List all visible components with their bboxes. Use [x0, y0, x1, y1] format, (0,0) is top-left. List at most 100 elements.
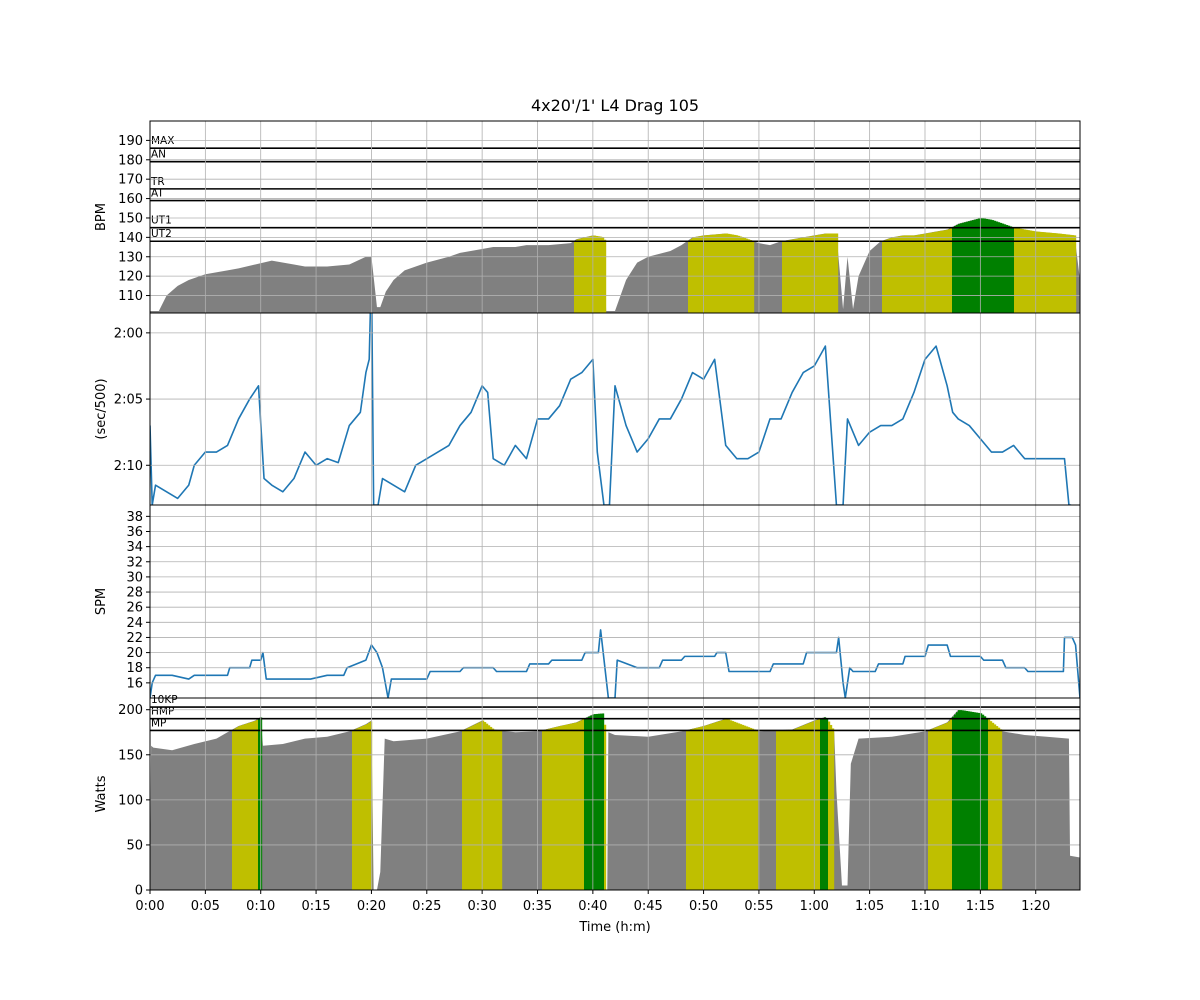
hr-zone-bar — [986, 218, 989, 313]
hr-zone-bar — [1070, 234, 1073, 313]
hr-zone-bar — [930, 232, 933, 313]
power-frame — [149, 697, 1081, 891]
power-zone-bar — [718, 721, 721, 890]
power-zone-bar — [990, 721, 993, 890]
power-zone-bar — [582, 719, 585, 890]
hr-zone-bar — [1014, 227, 1017, 313]
x-tick-label: 0:45 — [634, 899, 663, 914]
hr-zone-bar — [730, 234, 733, 313]
power-zone-bar — [492, 728, 495, 890]
spm-y-axis-label: SPM — [94, 588, 109, 615]
hr-zone-bar — [738, 235, 741, 313]
power-zone-bar — [986, 717, 989, 890]
power-zone-bar — [586, 717, 589, 890]
power-zone-bar — [932, 728, 935, 890]
hr-zone-bar — [902, 235, 905, 313]
hr-zone-bar — [692, 237, 695, 313]
power-zone-bar — [564, 724, 567, 890]
hr-zone-bar — [1032, 230, 1035, 313]
power-zone-bar — [366, 724, 369, 890]
power-zone-bar — [998, 727, 1001, 890]
x-tick-label: 1:05 — [855, 899, 884, 914]
x-tick-label: 0:50 — [689, 899, 718, 914]
power-zone-bar — [500, 730, 503, 890]
hr-zone-bar — [944, 230, 947, 313]
hr-ytick-label: 160 — [118, 192, 143, 207]
hr-ytick-label: 170 — [118, 173, 143, 188]
hr-zone-bar — [806, 236, 809, 313]
hr-zone-bar — [906, 235, 909, 313]
hr-zone-bar — [948, 229, 951, 313]
hr-zone-bar — [600, 236, 603, 313]
power-zone-bar — [474, 724, 477, 890]
power-zone-bar — [722, 719, 725, 890]
pace-ytick-label: 2:05 — [114, 393, 143, 408]
power-zone-bar — [748, 727, 751, 890]
power-zone-bar — [572, 723, 575, 890]
hr-zone-bar — [978, 218, 981, 313]
power-zone-bar — [810, 722, 813, 890]
power-zone-bar — [542, 730, 545, 890]
power-zone-bar — [692, 728, 695, 890]
power-zone-bar — [256, 720, 259, 890]
power-zone-bar — [830, 724, 833, 890]
hr-zone-bar — [1020, 228, 1023, 313]
hr-zone-bar — [918, 234, 921, 313]
hr-zone-bar — [784, 240, 787, 313]
hr-zone-bar — [968, 221, 971, 313]
hr-zone-bar — [802, 237, 805, 313]
power-zone-bar — [822, 718, 825, 890]
hr-zone-bar — [926, 233, 929, 313]
x-tick-label: 0:40 — [578, 899, 607, 914]
hr-zone-bar — [826, 233, 829, 313]
spm-ytick-label: 24 — [126, 616, 143, 631]
power-zone-bar — [776, 730, 779, 890]
power-zone-bar — [996, 726, 999, 890]
power-zone-bar — [254, 720, 257, 890]
hr-zone-bar — [598, 236, 601, 313]
power-zone-bar — [498, 730, 501, 890]
hr-zone-bar — [1040, 231, 1043, 313]
power-zone-bar — [462, 730, 465, 890]
power-zone-bar — [756, 730, 759, 890]
spm-plot-area — [150, 629, 1080, 698]
hr-zone-bar — [1052, 232, 1055, 313]
hr-zone-bar — [946, 229, 949, 313]
x-tick-label: 1:20 — [1021, 899, 1050, 914]
pace-ytick-label: 2:00 — [114, 326, 143, 341]
hr-zone-bar — [816, 235, 819, 313]
hr-zone-bar — [834, 233, 837, 313]
hr-zone-bar — [1006, 225, 1009, 313]
pace-y-axis-label: (sec/500) — [94, 378, 109, 439]
x-tick-label: 0:05 — [191, 899, 220, 914]
power-zone-bar — [252, 721, 255, 890]
power-zone-bar — [948, 721, 951, 890]
hr-zone-bar — [966, 221, 969, 313]
hr-zone-bar — [1002, 223, 1005, 313]
hr-zone-bar — [782, 241, 785, 313]
power-zone-bar — [354, 729, 357, 890]
hr-zone-bar — [954, 226, 957, 313]
hr-zone-bar — [996, 221, 999, 313]
hr-zone-bar — [904, 235, 907, 313]
hr-zone-bar — [1072, 235, 1075, 313]
hr-zone-bar — [594, 235, 597, 313]
pace-plot-area — [150, 313, 1072, 505]
power-zone-bar — [240, 725, 243, 890]
hr-zone-bar — [1060, 233, 1063, 313]
power-zone-bar — [258, 718, 261, 890]
hr-zone-bar — [1010, 226, 1013, 313]
spm-ytick-label: 32 — [126, 555, 143, 570]
hr-zone-bar — [1064, 234, 1067, 313]
power-zone-bar — [788, 729, 791, 890]
power-zone-bar — [552, 727, 555, 890]
hr-zone-bar — [1074, 235, 1077, 313]
hr-zone-bar — [998, 222, 1001, 313]
power-zone-bar — [560, 725, 563, 890]
power-zone-bar — [362, 725, 365, 890]
power-zone-bar — [356, 728, 359, 890]
power-zone-bar — [728, 719, 731, 890]
hr-zone-bar — [980, 218, 983, 313]
hr-zone-bar — [706, 235, 709, 313]
